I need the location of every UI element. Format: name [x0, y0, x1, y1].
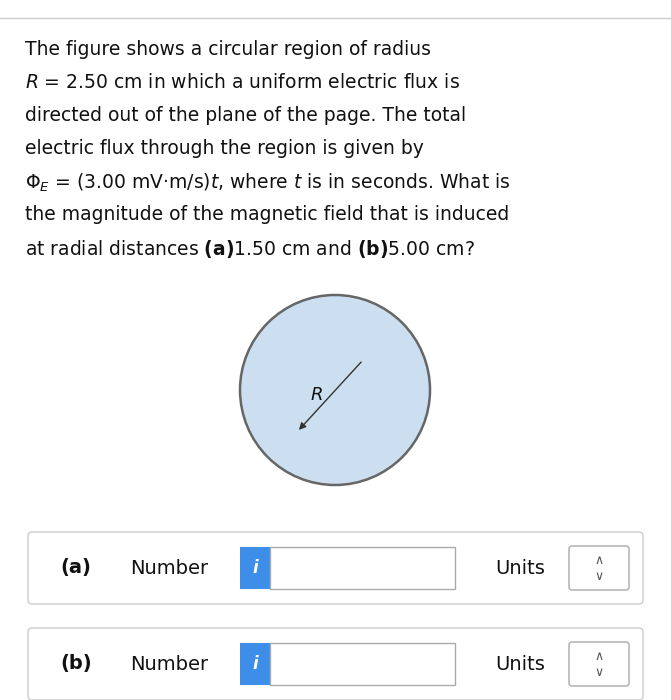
Text: $R$ = 2.50 cm in which a uniform electric flux is: $R$ = 2.50 cm in which a uniform electri…: [25, 73, 460, 92]
Text: Number: Number: [130, 654, 208, 673]
Text: ∨: ∨: [595, 570, 603, 582]
Text: (a): (a): [60, 559, 91, 578]
Text: Number: Number: [130, 559, 208, 578]
Circle shape: [240, 295, 430, 485]
Text: R: R: [311, 386, 323, 404]
Text: (b): (b): [60, 654, 92, 673]
Text: directed out of the plane of the page. The total: directed out of the plane of the page. T…: [25, 106, 466, 125]
Text: ∧: ∧: [595, 554, 603, 566]
FancyBboxPatch shape: [240, 643, 270, 685]
FancyBboxPatch shape: [270, 547, 455, 589]
Text: ∧: ∧: [595, 650, 603, 662]
FancyBboxPatch shape: [569, 546, 629, 590]
Text: Units: Units: [495, 654, 545, 673]
Text: Units: Units: [495, 559, 545, 578]
Text: ∨: ∨: [595, 666, 603, 678]
FancyBboxPatch shape: [28, 628, 643, 700]
FancyBboxPatch shape: [569, 642, 629, 686]
FancyBboxPatch shape: [240, 547, 270, 589]
Text: i: i: [252, 559, 258, 577]
FancyBboxPatch shape: [270, 643, 455, 685]
Text: at radial distances $\mathbf{(a)}$1.50 cm and $\mathbf{(b)}$5.00 cm?: at radial distances $\mathbf{(a)}$1.50 c…: [25, 238, 475, 260]
Text: the magnitude of the magnetic field that is induced: the magnitude of the magnetic field that…: [25, 205, 509, 224]
Text: $\Phi_E$ = (3.00 mV·m/s)$t$, where $t$ is in seconds. What is: $\Phi_E$ = (3.00 mV·m/s)$t$, where $t$ i…: [25, 172, 511, 195]
Text: i: i: [252, 655, 258, 673]
FancyBboxPatch shape: [28, 532, 643, 604]
Text: The figure shows a circular region of radius: The figure shows a circular region of ra…: [25, 40, 431, 59]
Text: electric flux through the region is given by: electric flux through the region is give…: [25, 139, 424, 158]
